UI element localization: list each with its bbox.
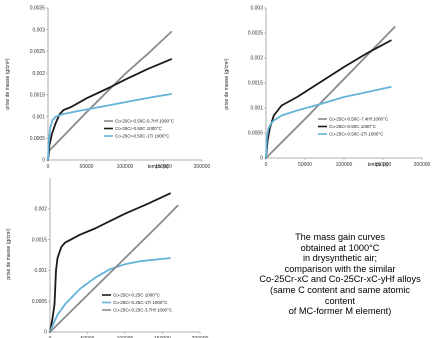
- chart-panel-1: 0 50000 100000 150000 200000 0 0.0005 0.001 0.00…: [0, 0, 215, 175]
- y-tick-label: 0.0005: [30, 136, 46, 142]
- y-tick-label: 0.0025: [30, 49, 46, 55]
- chart-3-svg: 0 50000 100000 150000 200000 0 0.0005 0.001 0.00…: [6, 178, 209, 338]
- x-tick-label: 150000: [155, 164, 172, 170]
- caption-line: The mass gain curves: [295, 232, 385, 242]
- series-line: [49, 192, 171, 333]
- y-tick-label: 0: [260, 156, 263, 162]
- y-tick-label: 0.0015: [248, 81, 264, 87]
- x-axis-label: temps (s): [368, 162, 389, 168]
- series-line: [47, 58, 173, 161]
- series-line: [47, 31, 173, 161]
- figure-caption: The mass gain curves obtained at 1000°C …: [245, 232, 435, 317]
- series-line: [49, 257, 171, 333]
- series-line: [265, 26, 396, 159]
- series-line: [47, 93, 173, 161]
- y-tick-label: 0.003: [250, 6, 263, 12]
- x-tick-label: 0: [47, 164, 50, 170]
- caption-line: (same C content and same atomic: [270, 284, 410, 295]
- legend-label: Co-25Cr-0.50C-2Ti 1000°C: [329, 132, 384, 137]
- y-tick-label: 0.001: [34, 268, 47, 274]
- caption-line: in drysynthetic air;: [302, 253, 378, 264]
- x-axis-label: temps (s): [148, 164, 169, 170]
- y-tick-label: 0.0025: [248, 31, 264, 37]
- x-tick-label: 50000: [298, 162, 312, 168]
- chart-panel-3: 0 50000 100000 150000 200000 0 0.0005 0.001 0.00…: [0, 166, 215, 338]
- y-axis-label: prise de masse (g/cm²): [5, 58, 11, 109]
- y-axis-label: prise de masse (g/cm²): [224, 58, 230, 109]
- caption-line: Co-25Cr-xC and Co-25Cr-xC-yHf alloys: [259, 274, 421, 285]
- chart-2-svg: 0 50000 100000 150000 200000 0 0.0005 0.001 0.00…: [224, 6, 431, 168]
- y-tick-label: 0.0005: [32, 299, 48, 305]
- y-tick-label: 0: [42, 158, 45, 164]
- series-line: [265, 86, 392, 159]
- x-tick-label: 200000: [192, 336, 209, 338]
- chart-panel-2: 0 50000 100000 150000 200000 0 0.0005 0.001 0.00…: [218, 0, 439, 175]
- y-tick-label: 0.0035: [30, 6, 46, 12]
- x-tick-label: 100000: [117, 164, 134, 170]
- x-tick-label: 50000: [80, 164, 94, 170]
- y-tick-label: 0.0015: [32, 237, 48, 243]
- x-tick-label: 200000: [194, 164, 211, 170]
- legend-label: Co-25Cr-0.25C-3.7Hf 1000°C: [113, 308, 173, 313]
- legend-label: Co-25Cr-0.50C 1000°C: [115, 126, 163, 131]
- legend-label: Co-25Cr-0.25C 1000°C: [113, 293, 161, 298]
- x-tick-label: 150000: [375, 162, 392, 168]
- y-tick-label: 0.002: [32, 71, 45, 77]
- caption-line: obtained at 1000°C: [300, 242, 380, 253]
- y-tick-label: 0: [44, 330, 47, 336]
- x-tick-label: 100000: [117, 336, 134, 338]
- legend-label: Co-25Cr-0.50C-0.7Hf 1000°C: [115, 119, 175, 124]
- x-tick-label: 50000: [81, 336, 95, 338]
- series-line: [265, 39, 392, 159]
- caption-line: content: [324, 295, 356, 306]
- caption-line: of MC-former M element): [288, 306, 392, 317]
- y-axis-label: prise de masse (g/cm²): [6, 228, 12, 279]
- x-tick-label: 0: [49, 336, 52, 338]
- y-tick-label: 0.0015: [30, 93, 46, 99]
- y-tick-label: 0.001: [32, 114, 45, 120]
- y-tick-label: 0.0005: [248, 131, 264, 137]
- legend-label: Co-25Cr-0.50C-1Ti 1000°C: [115, 134, 170, 139]
- legend-label: Co-25Cr-0.50C 1000°C: [329, 124, 377, 129]
- x-tick-label: 100000: [336, 162, 353, 168]
- x-tick-label: 0: [265, 162, 268, 168]
- legend-label: Co-25Cr-0.25C-1Ti 1000°C: [113, 300, 168, 305]
- x-tick-label: 150000: [154, 336, 171, 338]
- y-tick-label: 0.002: [250, 56, 263, 62]
- legend-label: Co-25Cr-0.50C-7.4Hf 1000°C: [329, 117, 389, 122]
- y-tick-label: 0.001: [250, 106, 263, 112]
- series-line: [49, 204, 179, 333]
- caption-line: comparison with the similar: [284, 263, 396, 274]
- chart-1-svg: 0 50000 100000 150000 200000 0 0.0005 0.001 0.00…: [5, 6, 211, 170]
- x-tick-label: 200000: [414, 162, 431, 168]
- y-tick-label: 0.003: [32, 27, 45, 33]
- y-tick-label: 0.002: [34, 207, 47, 213]
